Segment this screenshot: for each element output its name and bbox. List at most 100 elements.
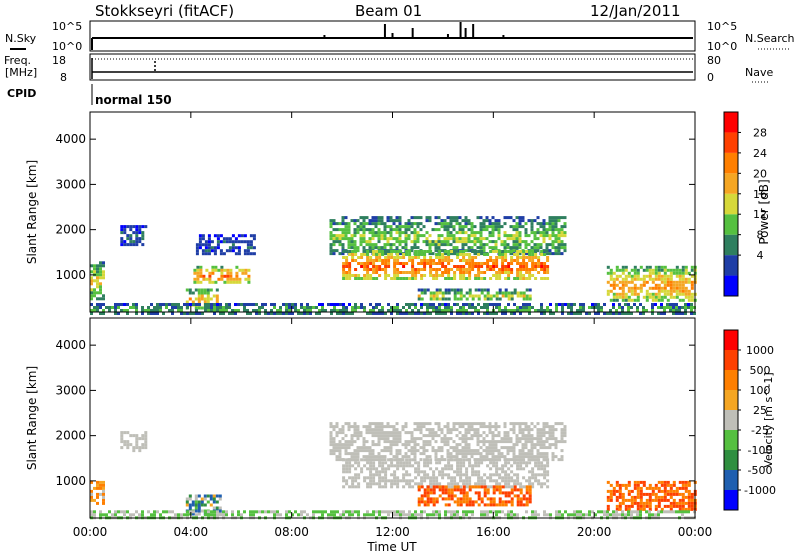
- echo-cell: [654, 271, 658, 275]
- echo-cell: [627, 286, 631, 290]
- echo-cell: [380, 449, 384, 453]
- echo-cell: [690, 286, 694, 290]
- echo-cell: [516, 464, 520, 468]
- echo-cell: [456, 256, 460, 259]
- echo-cell: [377, 234, 381, 238]
- echo-cell: [423, 476, 427, 480]
- echo-cell: [666, 298, 670, 302]
- echo-cell: [402, 473, 406, 477]
- echo-cell: [687, 489, 691, 493]
- echo-cell: [533, 219, 537, 223]
- echo-cell: [417, 268, 421, 271]
- echo-cell: [354, 461, 358, 465]
- echo-cell: [522, 268, 526, 271]
- echo-cell: [456, 470, 460, 474]
- echo-cell: [486, 291, 490, 295]
- echo-cell: [446, 231, 450, 235]
- echo-cell: [473, 225, 477, 229]
- echo-cell: [645, 295, 649, 299]
- echo-cell: [396, 485, 400, 489]
- echo-cell: [426, 461, 430, 465]
- echo-cell: [399, 262, 403, 265]
- echo-cell: [633, 283, 637, 287]
- echo-cell: [455, 222, 459, 226]
- echo-cell: [402, 306, 405, 309]
- echo-cell: [525, 277, 529, 280]
- echo-cell: [413, 237, 417, 241]
- echo-cell: [615, 265, 619, 269]
- echo-cell: [90, 492, 93, 496]
- echo-cell: [135, 237, 139, 241]
- echo-cell: [362, 249, 366, 253]
- echo-cell: [204, 252, 208, 256]
- echo-cell: [690, 268, 694, 272]
- echo-cell: [539, 440, 543, 444]
- echo-cell: [120, 243, 124, 247]
- echo-cell: [390, 510, 393, 514]
- echo-cell: [437, 428, 441, 432]
- echo-cell: [429, 500, 433, 504]
- echo-cell: [422, 240, 426, 244]
- echo-cell: [615, 498, 619, 502]
- echo-cell: [411, 485, 415, 489]
- echo-cell: [447, 268, 451, 271]
- echo-cell: [366, 256, 370, 259]
- echo-cell: [249, 303, 252, 306]
- echo-cell: [206, 494, 210, 498]
- echo-cell: [422, 443, 426, 447]
- echo-cell: [467, 446, 471, 450]
- echo-cell: [471, 500, 475, 504]
- echo-cell: [426, 476, 430, 480]
- echo-cell: [492, 294, 496, 298]
- echo-cell: [413, 428, 417, 432]
- echo-cell: [660, 489, 664, 493]
- echo-cell: [246, 303, 249, 306]
- echo-cell: [196, 280, 200, 284]
- echo-cell: [492, 303, 495, 306]
- echo-cell: [545, 234, 549, 238]
- echo-cell: [217, 268, 221, 272]
- echo-cell: [99, 297, 102, 301]
- echo-cell: [354, 303, 357, 306]
- echo-cell: [542, 443, 546, 447]
- echo-cell: [249, 312, 252, 315]
- echo-cell: [405, 303, 408, 306]
- echo-cell: [675, 312, 678, 315]
- echo-cell: [519, 464, 523, 468]
- echo-cell: [510, 479, 514, 483]
- echo-cell: [390, 306, 393, 309]
- echo-cell: [468, 510, 471, 514]
- echo-cell: [332, 219, 336, 223]
- echo-cell: [444, 268, 448, 271]
- echo-cell: [491, 455, 495, 459]
- echo-cell: [554, 446, 558, 450]
- echo-cell: [452, 237, 456, 241]
- echo-cell: [669, 303, 672, 306]
- echo-cell: [489, 256, 493, 259]
- echo-cell: [621, 492, 625, 496]
- echo-cell: [495, 297, 499, 301]
- echo-cell: [506, 237, 510, 241]
- echo-cell: [561, 303, 564, 306]
- echo-cell: [459, 274, 463, 277]
- echo-cell: [405, 470, 409, 474]
- echo-cell: [402, 312, 405, 315]
- echo-cell: [495, 274, 499, 277]
- echo-cell: [467, 443, 471, 447]
- echo-cell: [417, 473, 421, 477]
- echo-cell: [386, 437, 390, 441]
- echo-cell: [675, 504, 679, 508]
- echo-cell: [342, 306, 345, 309]
- echo-cell: [135, 228, 139, 232]
- echo-cell: [536, 243, 540, 247]
- echo-cell: [518, 455, 522, 459]
- echo-cell: [681, 480, 685, 484]
- echo-cell: [495, 482, 499, 486]
- echo-cell: [393, 482, 397, 486]
- echo-cell: [477, 274, 481, 277]
- echo-cell: [350, 455, 354, 459]
- echo-cell: [347, 231, 351, 235]
- echo-cell: [371, 219, 375, 223]
- echo-cell: [396, 262, 400, 265]
- echo-cell: [414, 253, 418, 256]
